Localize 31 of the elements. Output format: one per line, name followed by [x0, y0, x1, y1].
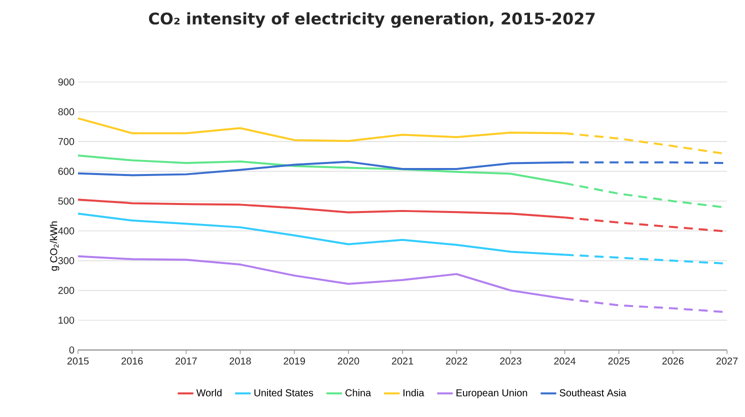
legend-label: World: [196, 389, 222, 396]
x-tick-label: 2019: [284, 358, 305, 365]
x-tick-label: 2018: [230, 358, 251, 365]
legend-label: United States: [254, 389, 314, 396]
x-tick-label: 2016: [122, 358, 143, 365]
y-tick-label: 900: [58, 78, 74, 86]
y-tick-label: 0: [69, 346, 74, 354]
x-tick-label: 2017: [176, 358, 197, 365]
x-tick-label: 2022: [446, 358, 468, 365]
y-tick-label: 700: [58, 138, 74, 146]
legend-label: China: [346, 389, 372, 396]
y-tick-label: 400: [58, 227, 74, 234]
y-tick-label: 200: [58, 286, 74, 294]
y-axis-title: g CO$_{2}$/kWh: [50, 221, 60, 271]
legend-label: European Union: [456, 389, 528, 398]
x-tick-label: 2024: [554, 358, 576, 365]
legend-label: India: [404, 389, 424, 396]
y-tick-label: 300: [58, 257, 74, 264]
x-tick-label: 2025: [608, 358, 630, 365]
y-tick-label: 600: [58, 168, 74, 175]
x-tick-label: 2026: [662, 358, 684, 365]
x-tick-label: 2027: [716, 358, 738, 365]
y-tick-label: 500: [58, 198, 74, 205]
y-tick-label: 800: [58, 108, 74, 116]
x-tick-label: 2015: [67, 358, 89, 365]
x-tick-label: 2023: [500, 358, 522, 365]
x-tick-label: 2021: [392, 358, 414, 365]
y-tick-label: 100: [58, 316, 74, 324]
x-tick-label: 2020: [338, 358, 360, 365]
chart-title: CO₂ intensity of electricity generation, 2015-2027: [149, 12, 595, 28]
legend-label: Southeast Asia: [560, 389, 626, 396]
